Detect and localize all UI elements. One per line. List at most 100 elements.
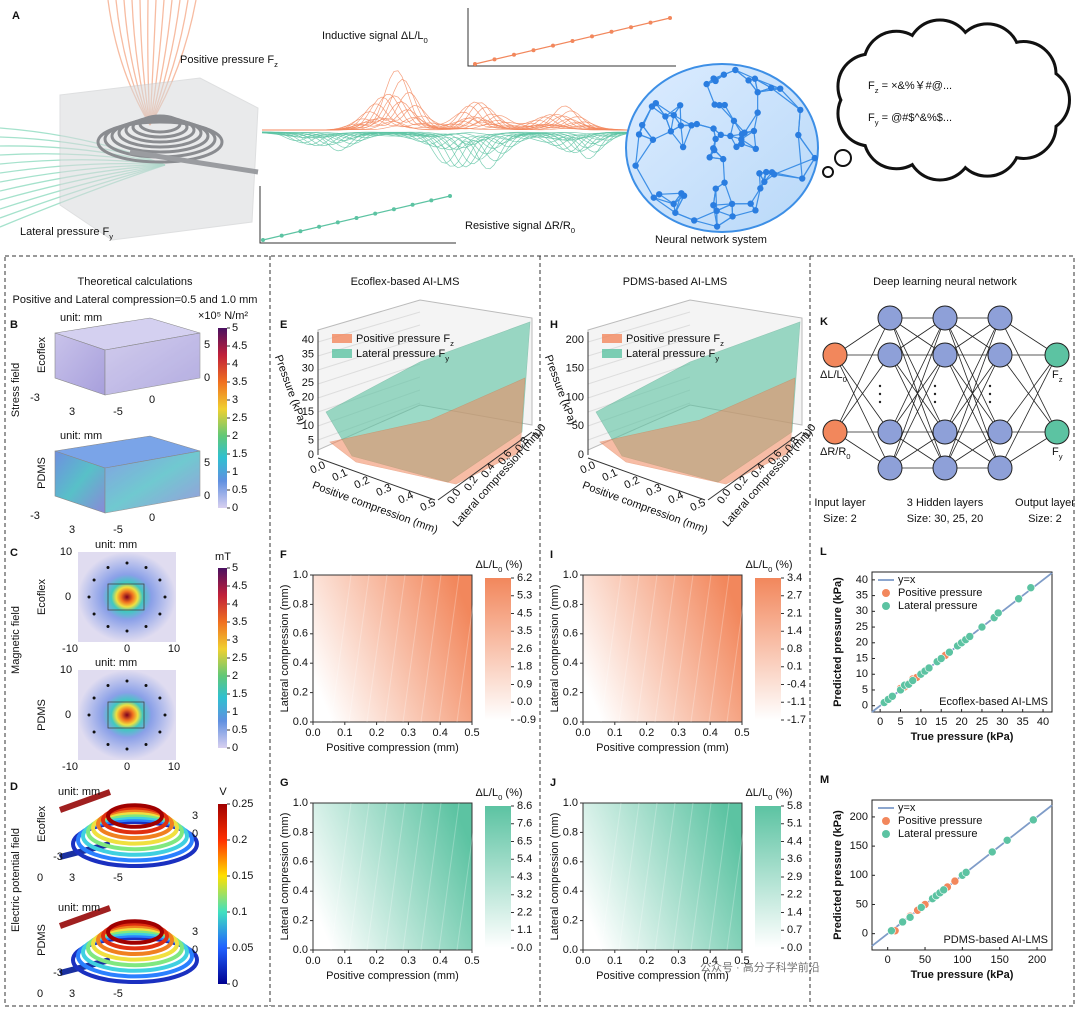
- material-label: Ecoflex: [36, 336, 48, 373]
- y-tick-label: 0: [862, 928, 868, 940]
- x-tick-label: 0.1: [607, 955, 622, 967]
- inset-point: [429, 198, 433, 202]
- y-axis-label: Predicted pressure (kPa): [832, 577, 844, 707]
- x-tick-label: 10: [915, 716, 927, 728]
- x-tick-label: 20: [955, 716, 967, 728]
- legend-label-sub: y: [445, 354, 449, 363]
- cloud-fill: [862, 48, 1042, 152]
- field-arrow: [126, 748, 129, 751]
- axis-label: 3: [69, 872, 75, 884]
- y-tick-label: 0.8: [293, 826, 308, 838]
- colorbar-title-text: ΔL/L: [745, 559, 768, 571]
- panel-label: D: [10, 781, 18, 793]
- x-tick-label: 200: [1028, 954, 1046, 966]
- panel-label: E: [280, 319, 287, 331]
- x-tick-label: 0.5: [464, 955, 479, 967]
- z-tick-label: 40: [302, 334, 314, 346]
- brain-node: [769, 169, 775, 175]
- brain-node: [727, 133, 733, 139]
- colorbar-tick-label: 8.6: [517, 800, 532, 812]
- colorbar-tick-label: 5.3: [517, 590, 532, 602]
- x-tick-label: 150: [991, 954, 1009, 966]
- field-arrow: [93, 731, 96, 734]
- axis-label: 0: [149, 512, 155, 524]
- field-arrow: [126, 680, 129, 683]
- brain-node: [678, 190, 684, 196]
- colorbar-tick-label: 4.3: [517, 871, 532, 883]
- colorbar-tick-label: 1: [232, 706, 238, 718]
- input-label-text: ΔR/R: [820, 446, 846, 458]
- legend-label-text: Lateral pressure F: [356, 348, 446, 360]
- x-tick-label: 30: [996, 716, 1008, 728]
- x-tick-label: 0.1: [607, 727, 622, 739]
- brain-node: [761, 179, 767, 185]
- inset-point: [590, 34, 594, 38]
- z-tick-label: 25: [302, 377, 314, 389]
- x-tick-label: 0: [877, 716, 883, 728]
- z-tick-label: 0: [578, 449, 584, 461]
- inset-point: [493, 57, 497, 61]
- y-axis-label: Lateral compression (mm): [279, 813, 291, 941]
- brain-node: [721, 71, 727, 77]
- legend-swatch: [332, 334, 352, 343]
- brain-node: [678, 122, 684, 128]
- connection: [1000, 318, 1057, 432]
- field-label: Electric potential field: [10, 828, 22, 932]
- x-axis-label: Positive compression (mm): [326, 742, 459, 754]
- y-tick-label: 1.0: [563, 797, 578, 809]
- colorbar-tick-label: 2.1: [787, 607, 802, 619]
- y-tick-label: 0.2: [563, 915, 578, 927]
- colorbar-tick-label: 1: [232, 466, 238, 478]
- y-tick-label: 0.4: [563, 657, 578, 669]
- brain-node: [731, 118, 737, 124]
- brain-node: [795, 132, 801, 138]
- colorbar-tick-label: 1.4: [787, 625, 802, 637]
- signal-label-text: Inductive signal ΔL/L: [322, 30, 424, 42]
- panel-label: G: [280, 777, 289, 789]
- signal-label: Resistive signal ΔR/R0: [465, 220, 575, 235]
- legend-swatch: [602, 334, 622, 343]
- y-tick-label: 0.6: [563, 628, 578, 640]
- unit-label: unit: mm: [60, 430, 102, 442]
- cloud-dot: [823, 167, 833, 177]
- x-tick-label: 0.1: [337, 955, 352, 967]
- y-tick-label: 0.4: [293, 657, 308, 669]
- colorbar-tick-label: 0.7: [787, 924, 802, 936]
- inset-point: [649, 21, 653, 25]
- brain-node: [672, 210, 678, 216]
- colorbar-title: ΔL/L0 (%): [475, 787, 522, 802]
- axis-label: 0: [192, 828, 198, 840]
- colorbar: [755, 578, 781, 720]
- neuron: [933, 343, 957, 367]
- y-tick-label: 0.2: [293, 687, 308, 699]
- inductive-wave: [262, 97, 638, 130]
- colorbar-tick-label: 7.6: [517, 818, 532, 830]
- layer-label: Input layer: [814, 497, 866, 509]
- inductive-wave: [262, 79, 638, 130]
- y-tick-label: 10: [856, 668, 868, 680]
- colorbar-title-rest: (%): [502, 787, 522, 799]
- x-tick-label: 0.3: [671, 727, 686, 739]
- legend-label-sub: z: [720, 339, 724, 348]
- material-label: PDMS: [36, 699, 48, 731]
- connection: [1000, 355, 1057, 468]
- signal-label-text: Resistive signal ΔR/R: [465, 220, 571, 232]
- brain-node: [713, 185, 719, 191]
- brain-node: [710, 125, 716, 131]
- brain-node: [752, 76, 758, 82]
- brain-node: [714, 223, 720, 229]
- input-label-sub: 0: [843, 375, 847, 384]
- colorbar-tick-label: 4.5: [232, 340, 247, 352]
- colorbar-tick-label: 0.15: [232, 870, 253, 882]
- x-tick-label: 0.0: [575, 955, 590, 967]
- field-arrow: [93, 579, 96, 582]
- y-tick-label: 40: [856, 574, 868, 586]
- y-tick-label: 0.6: [563, 856, 578, 868]
- field-arrow: [93, 613, 96, 616]
- brain-node: [763, 169, 769, 175]
- annotation: Ecoflex-based AI-LMS: [939, 696, 1048, 708]
- colorbar-tick-label: 1.5: [232, 448, 247, 460]
- y-tick-label: 1.0: [293, 569, 308, 581]
- y-tick-label: 30: [856, 605, 868, 617]
- point: [940, 886, 948, 894]
